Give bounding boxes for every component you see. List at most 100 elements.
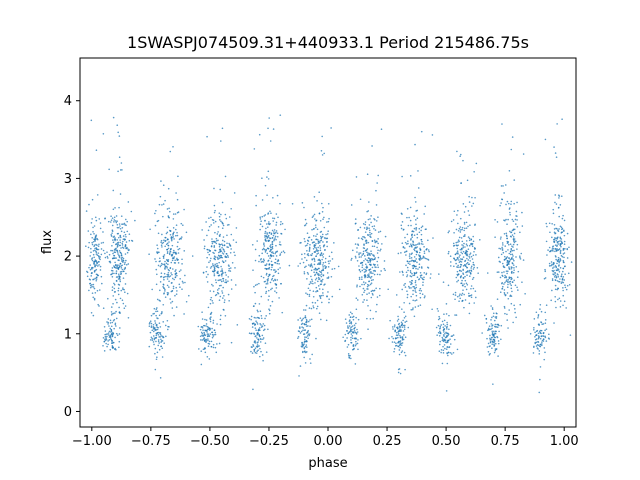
data-point	[169, 250, 172, 253]
data-point	[563, 240, 566, 243]
data-point	[248, 318, 251, 320]
data-point	[305, 292, 307, 294]
data-point	[165, 232, 168, 235]
data-point	[559, 225, 562, 228]
data-point	[501, 281, 504, 284]
data-point	[459, 229, 462, 231]
data-point	[452, 219, 455, 221]
data-point	[454, 258, 456, 261]
data-point	[537, 314, 540, 316]
y-tick-label: 0	[64, 405, 72, 420]
data-point	[157, 339, 160, 341]
data-point	[492, 383, 494, 385]
data-point	[315, 255, 318, 257]
data-point	[183, 313, 185, 315]
data-point	[318, 267, 320, 270]
data-point	[513, 269, 515, 271]
data-point	[170, 282, 173, 284]
data-point	[553, 238, 555, 241]
data-point	[103, 340, 106, 343]
data-point	[180, 236, 183, 238]
data-point	[268, 117, 270, 119]
data-point	[304, 266, 306, 269]
data-point	[262, 337, 265, 339]
data-point	[564, 273, 566, 275]
data-point	[90, 258, 93, 260]
data-point	[511, 218, 514, 221]
data-point	[308, 283, 311, 286]
data-point	[491, 334, 494, 336]
data-point	[162, 184, 165, 187]
data-point	[366, 251, 368, 254]
data-point	[487, 350, 490, 353]
data-point	[215, 281, 218, 284]
data-point	[464, 275, 466, 278]
data-point	[103, 326, 106, 328]
plot-frame	[79, 57, 577, 428]
data-point	[369, 271, 371, 273]
data-point	[264, 230, 267, 233]
data-point	[320, 252, 323, 255]
data-point	[556, 237, 559, 240]
data-point	[507, 259, 509, 262]
data-point	[96, 238, 99, 241]
data-point	[506, 242, 509, 244]
data-point	[162, 303, 165, 306]
data-point	[465, 249, 468, 252]
data-point	[379, 249, 381, 252]
data-point	[369, 283, 372, 286]
data-point	[464, 259, 467, 262]
data-point	[505, 275, 507, 278]
data-point	[211, 270, 214, 273]
data-point	[89, 284, 92, 287]
data-point	[315, 248, 318, 251]
data-point	[328, 255, 331, 258]
data-point	[160, 262, 163, 265]
data-point	[491, 308, 494, 311]
data-point	[361, 293, 364, 296]
data-point	[97, 255, 100, 257]
data-point	[255, 352, 258, 354]
data-point	[404, 354, 407, 357]
data-point	[371, 245, 374, 248]
data-point	[271, 264, 273, 267]
x-tick-label: 0.25	[373, 434, 402, 449]
data-point	[149, 321, 151, 324]
data-point	[304, 350, 306, 352]
data-point	[460, 153, 462, 156]
data-point	[156, 298, 159, 301]
data-point	[560, 282, 563, 285]
data-point	[408, 253, 411, 255]
data-point	[177, 211, 180, 213]
data-point	[363, 289, 366, 292]
data-point	[214, 333, 217, 336]
data-point	[394, 329, 397, 331]
data-point	[561, 281, 563, 283]
data-point	[320, 273, 323, 275]
data-point	[310, 239, 313, 241]
data-point	[308, 236, 311, 239]
data-point	[493, 341, 495, 344]
data-point	[301, 253, 303, 256]
data-point	[455, 314, 458, 316]
data-point	[516, 201, 518, 204]
data-point	[86, 271, 89, 274]
data-point	[472, 235, 475, 238]
data-point	[543, 277, 546, 280]
data-point	[455, 252, 458, 255]
data-point	[92, 250, 95, 252]
data-point	[90, 272, 93, 275]
data-point	[216, 323, 218, 325]
data-point	[159, 260, 161, 262]
data-point	[552, 247, 555, 250]
data-point	[467, 236, 470, 238]
data-point	[224, 271, 227, 274]
data-point	[461, 228, 463, 231]
data-point	[557, 268, 559, 270]
data-point	[256, 321, 258, 324]
data-point	[501, 242, 504, 244]
data-point	[493, 330, 495, 333]
data-point	[311, 266, 314, 268]
data-point	[211, 299, 214, 302]
data-point	[312, 306, 315, 309]
